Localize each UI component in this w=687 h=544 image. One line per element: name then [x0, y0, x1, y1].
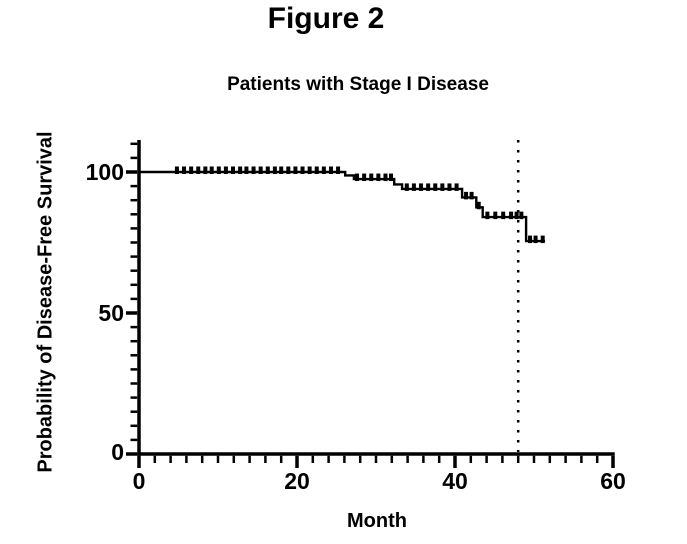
censor-tick-mark: [447, 183, 452, 191]
figure-title: Figure 2: [267, 2, 385, 35]
censor-tick-mark: [293, 166, 298, 174]
censor-tick-mark: [300, 166, 305, 174]
censor-tick-mark: [533, 235, 538, 244]
censor-tick-mark: [216, 166, 221, 174]
x-tick-label-20: 20: [284, 468, 310, 494]
censor-tick-mark: [540, 235, 545, 244]
censor-tick-mark: [514, 211, 519, 220]
censor-tick-mark: [362, 173, 367, 182]
censor-tick-mark: [411, 183, 416, 191]
censor-tick-mark: [182, 166, 187, 174]
censor-tick-mark: [519, 211, 524, 220]
censor-tick-mark: [244, 166, 249, 174]
censor-tick-mark: [174, 166, 179, 174]
censor-tick-mark: [307, 166, 312, 174]
censor-tick-mark: [419, 183, 424, 191]
censor-tick-mark: [389, 173, 394, 182]
km-survival-curve: [139, 170, 546, 243]
y-tick-label-100: 100: [85, 159, 124, 185]
x-tick-label-60: 60: [600, 468, 626, 494]
y-tick-label-50: 50: [98, 300, 124, 326]
censor-tick-mark: [433, 183, 438, 191]
chart-title: Patients with Stage I Disease: [227, 74, 489, 95]
censor-tick-mark: [485, 211, 490, 220]
censor-tick-mark: [454, 183, 459, 191]
censor-tick-mark: [272, 166, 277, 174]
censor-tick-mark: [203, 166, 208, 174]
censor-tick-mark: [469, 191, 474, 200]
censor-tick-mark: [336, 166, 341, 174]
x-tick-label-40: 40: [442, 468, 468, 494]
x-tick-label-0: 0: [132, 468, 146, 494]
censor-tick-mark: [258, 166, 263, 174]
censor-tick-mark: [426, 183, 431, 191]
censor-tick-mark: [493, 211, 498, 220]
censor-tick-mark: [476, 201, 481, 210]
censor-tick-mark: [231, 166, 236, 174]
censor-tick-mark: [196, 166, 201, 174]
censor-tick-mark: [314, 166, 319, 174]
censor-tick-mark: [509, 211, 514, 220]
censor-tick-mark: [376, 173, 381, 182]
censor-tick-mark: [464, 191, 469, 200]
censor-tick-mark: [355, 173, 360, 182]
censor-tick-mark: [265, 166, 270, 174]
censor-tick-mark: [189, 166, 194, 174]
censor-tick-mark: [251, 166, 256, 174]
censor-tick-mark: [328, 166, 333, 174]
censor-tick-mark: [223, 166, 228, 174]
censor-tick-mark: [404, 183, 409, 191]
censor-tick-mark: [238, 166, 243, 174]
censor-tick-mark: [383, 173, 388, 182]
censor-tick-mark: [209, 166, 214, 174]
censor-tick-mark: [501, 211, 506, 220]
x-axis-title: Month: [347, 510, 407, 532]
censor-tick-mark: [528, 235, 533, 244]
censor-tick-mark: [440, 183, 445, 191]
censor-tick-mark: [321, 166, 326, 174]
censor-tick-mark: [279, 166, 284, 174]
censor-tick-mark: [369, 173, 374, 182]
y-tick-label-0: 0: [111, 439, 124, 465]
censor-tick-mark: [286, 166, 291, 174]
